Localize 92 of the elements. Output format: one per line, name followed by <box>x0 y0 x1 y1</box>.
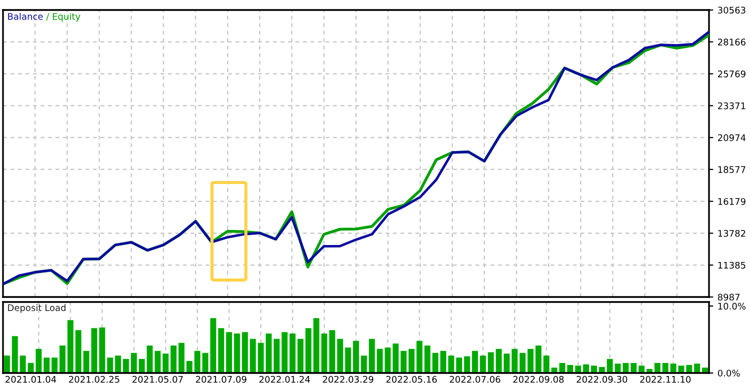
bar <box>290 333 296 373</box>
bar <box>472 350 478 373</box>
bar <box>162 354 169 373</box>
bar <box>392 344 399 373</box>
x-tick-label: 2021.07.09 <box>196 376 246 383</box>
annotation: / <box>46 13 50 21</box>
bar <box>107 358 114 373</box>
bar <box>60 346 66 373</box>
bar <box>170 346 177 373</box>
bar <box>360 356 367 373</box>
bar <box>20 356 26 373</box>
y-tick-label: 23371 <box>718 102 746 110</box>
bar <box>424 346 430 373</box>
bar <box>432 352 438 373</box>
bar <box>464 356 470 373</box>
y-tick-label: 30563 <box>718 6 746 14</box>
bar <box>122 358 129 373</box>
bar <box>115 356 121 373</box>
y-tick-label: 28166 <box>718 38 746 46</box>
x-tick-label: 2022.05.16 <box>386 376 437 383</box>
x-tick-label: 2022.03.29 <box>322 376 374 383</box>
bar <box>178 342 184 373</box>
bar <box>408 348 415 373</box>
bar <box>194 350 200 373</box>
bar <box>186 360 192 373</box>
bar <box>535 346 542 373</box>
bar <box>606 358 613 373</box>
bar <box>353 340 359 373</box>
bar <box>250 338 256 373</box>
bar <box>242 332 248 373</box>
bar <box>448 356 454 373</box>
bar <box>52 358 58 373</box>
bar <box>67 320 74 373</box>
bar <box>528 348 534 373</box>
bar <box>520 352 526 373</box>
bar <box>313 318 320 373</box>
bar <box>75 330 82 373</box>
bar <box>138 358 145 373</box>
bar <box>130 352 137 373</box>
bar <box>36 348 42 373</box>
y-tick-label: 20974 <box>718 134 746 142</box>
bar <box>480 356 486 373</box>
bar <box>234 333 240 373</box>
bar <box>543 356 550 373</box>
x-tick-label: 2021.05.07 <box>132 376 183 383</box>
bar <box>226 332 232 373</box>
bar <box>282 332 288 373</box>
bar <box>416 340 422 373</box>
bar <box>266 333 272 373</box>
bar <box>12 336 18 373</box>
bar <box>368 338 375 373</box>
x-tick-label: 2022.11.10 <box>640 376 691 383</box>
x-tick-label: 2021.02.25 <box>69 376 120 383</box>
y-tick-label: 8987 <box>718 294 740 301</box>
y-tick-label: 10.0% <box>718 302 746 310</box>
y-tick-label: 13782 <box>718 230 746 237</box>
y-tick-label: 25769 <box>718 70 746 78</box>
bar <box>345 348 352 373</box>
x-tick-label: 2021.01.04 <box>6 376 56 383</box>
y-tick-label: 16179 <box>718 198 746 205</box>
bar <box>456 358 462 373</box>
bar <box>4 356 10 373</box>
bar <box>44 358 50 373</box>
x-tick-label: 2022.09.30 <box>576 376 628 383</box>
bar <box>305 328 312 373</box>
bar <box>488 352 494 373</box>
text: Balance <box>8 12 43 20</box>
bar <box>654 362 660 373</box>
bar <box>694 364 700 373</box>
x-tick-label: 2022.01.24 <box>259 376 310 383</box>
bar <box>274 338 280 373</box>
bar <box>321 333 328 373</box>
chart-title: Deposit Load <box>8 304 66 313</box>
bar <box>670 364 676 373</box>
bar <box>99 327 106 373</box>
y-tick-label: 11385 <box>718 262 746 269</box>
bar <box>297 338 304 373</box>
bar <box>662 362 668 373</box>
x-tick-label: 2022.09.08 <box>513 376 564 383</box>
y-tick-label: 0.0% <box>718 370 740 377</box>
bar <box>512 348 518 373</box>
bar <box>218 328 224 373</box>
x-tick-label: 2022.07.06 <box>450 376 500 383</box>
bar <box>329 330 336 373</box>
y-tick-label: 18577 <box>718 166 746 173</box>
bar <box>258 342 264 373</box>
bar <box>630 362 637 373</box>
bar <box>400 350 407 373</box>
text: Equity <box>52 12 80 22</box>
bar <box>337 338 344 373</box>
bar <box>376 348 383 373</box>
bar <box>154 350 161 373</box>
